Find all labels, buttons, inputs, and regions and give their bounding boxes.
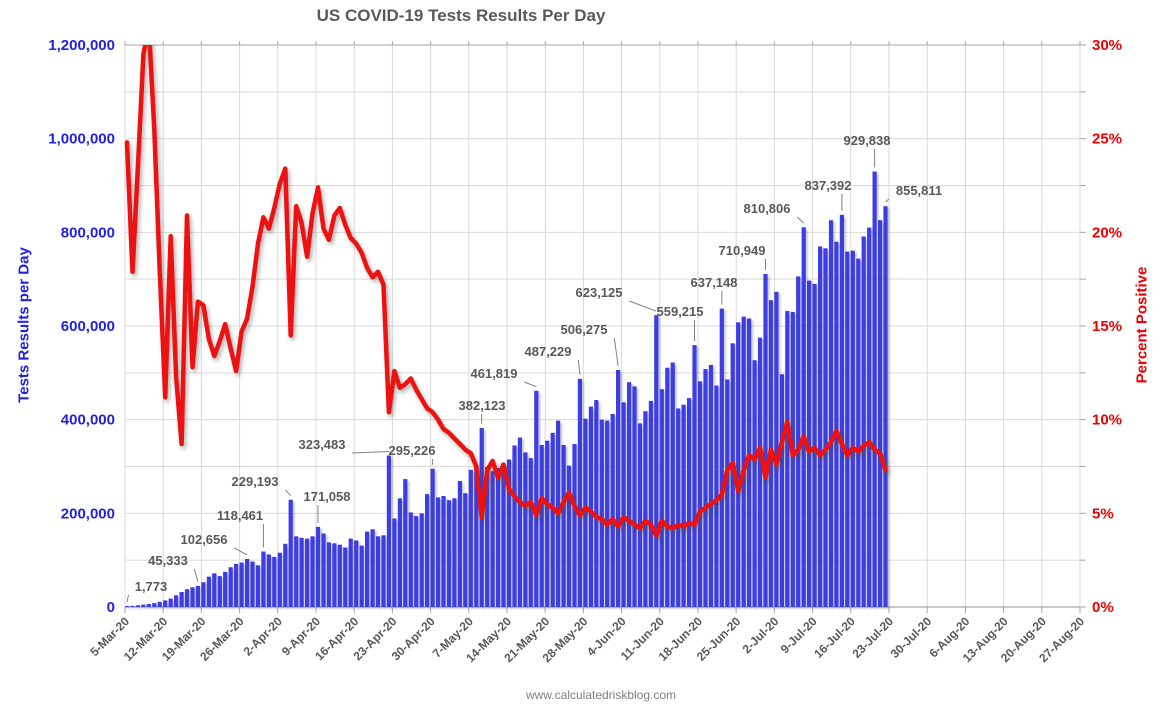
- svg-text:837,392: 837,392: [805, 178, 852, 193]
- svg-text:1,773: 1,773: [135, 579, 168, 594]
- svg-text:810,806: 810,806: [744, 201, 791, 216]
- top-border: [124, 41, 1081, 46]
- svg-text:929,838: 929,838: [844, 133, 891, 148]
- svg-text:171,058: 171,058: [304, 489, 351, 504]
- svg-text:118,461: 118,461: [217, 508, 263, 523]
- svg-text:1,000,000: 1,000,000: [48, 131, 115, 148]
- svg-text:506,275: 506,275: [561, 322, 608, 337]
- svg-text:5%: 5%: [1092, 505, 1114, 522]
- chart-title: US COVID-19 Tests Results Per Day: [316, 6, 606, 25]
- svg-text:20%: 20%: [1092, 224, 1122, 241]
- svg-text:2-Apr-20: 2-Apr-20: [241, 614, 286, 659]
- svg-text:0: 0: [107, 599, 115, 616]
- svg-text:200,000: 200,000: [61, 505, 115, 522]
- svg-text:0%: 0%: [1092, 599, 1114, 616]
- tests-bars: [124, 171, 888, 608]
- svg-text:710,949: 710,949: [719, 243, 766, 258]
- svg-text:229,193: 229,193: [232, 474, 279, 489]
- svg-text:600,000: 600,000: [61, 318, 115, 335]
- bar-annotations: 1,773 45,333 102,656 118,461 229,193 171,058 3…: [126, 133, 942, 603]
- left-axis-labels: 0 200,000 400,000 600,000 800,000 1,000,000 1,…: [48, 37, 115, 616]
- svg-text:2-Jul-20: 2-Jul-20: [740, 614, 782, 656]
- svg-text:102,656: 102,656: [181, 532, 228, 547]
- right-axis-ticks: [1080, 44, 1086, 608]
- x-axis-line: [124, 606, 1081, 613]
- svg-text:382,123: 382,123: [459, 398, 506, 413]
- svg-text:15%: 15%: [1092, 318, 1122, 335]
- svg-text:1,200,000: 1,200,000: [48, 37, 115, 54]
- percent-positive-line: [124, 45, 888, 539]
- svg-text:30-Jul-20: 30-Jul-20: [888, 614, 935, 661]
- svg-text:623,125: 623,125: [576, 285, 623, 300]
- svg-text:400,000: 400,000: [61, 412, 115, 429]
- svg-text:30%: 30%: [1092, 37, 1122, 54]
- svg-text:45,333: 45,333: [148, 553, 188, 568]
- svg-text:637,148: 637,148: [691, 275, 738, 290]
- svg-text:800,000: 800,000: [61, 224, 115, 241]
- svg-text:559,215: 559,215: [657, 304, 704, 319]
- svg-text:461,819: 461,819: [471, 366, 518, 381]
- svg-text:25%: 25%: [1092, 131, 1122, 148]
- svg-text:855,811: 855,811: [896, 183, 942, 198]
- svg-text:10%: 10%: [1092, 412, 1122, 429]
- svg-text:487,229: 487,229: [525, 344, 572, 359]
- x-axis-labels: 5-Mar-2012-Mar-2019-Mar-2026-Mar-202-Apr…: [87, 614, 1087, 665]
- source-url: www.calculatedriskblog.com: [525, 688, 677, 702]
- svg-text:295,226: 295,226: [389, 443, 436, 458]
- svg-text:323,483: 323,483: [299, 437, 346, 452]
- right-axis-labels: 0% 5% 10% 15% 20% 25% 30%: [1092, 37, 1122, 616]
